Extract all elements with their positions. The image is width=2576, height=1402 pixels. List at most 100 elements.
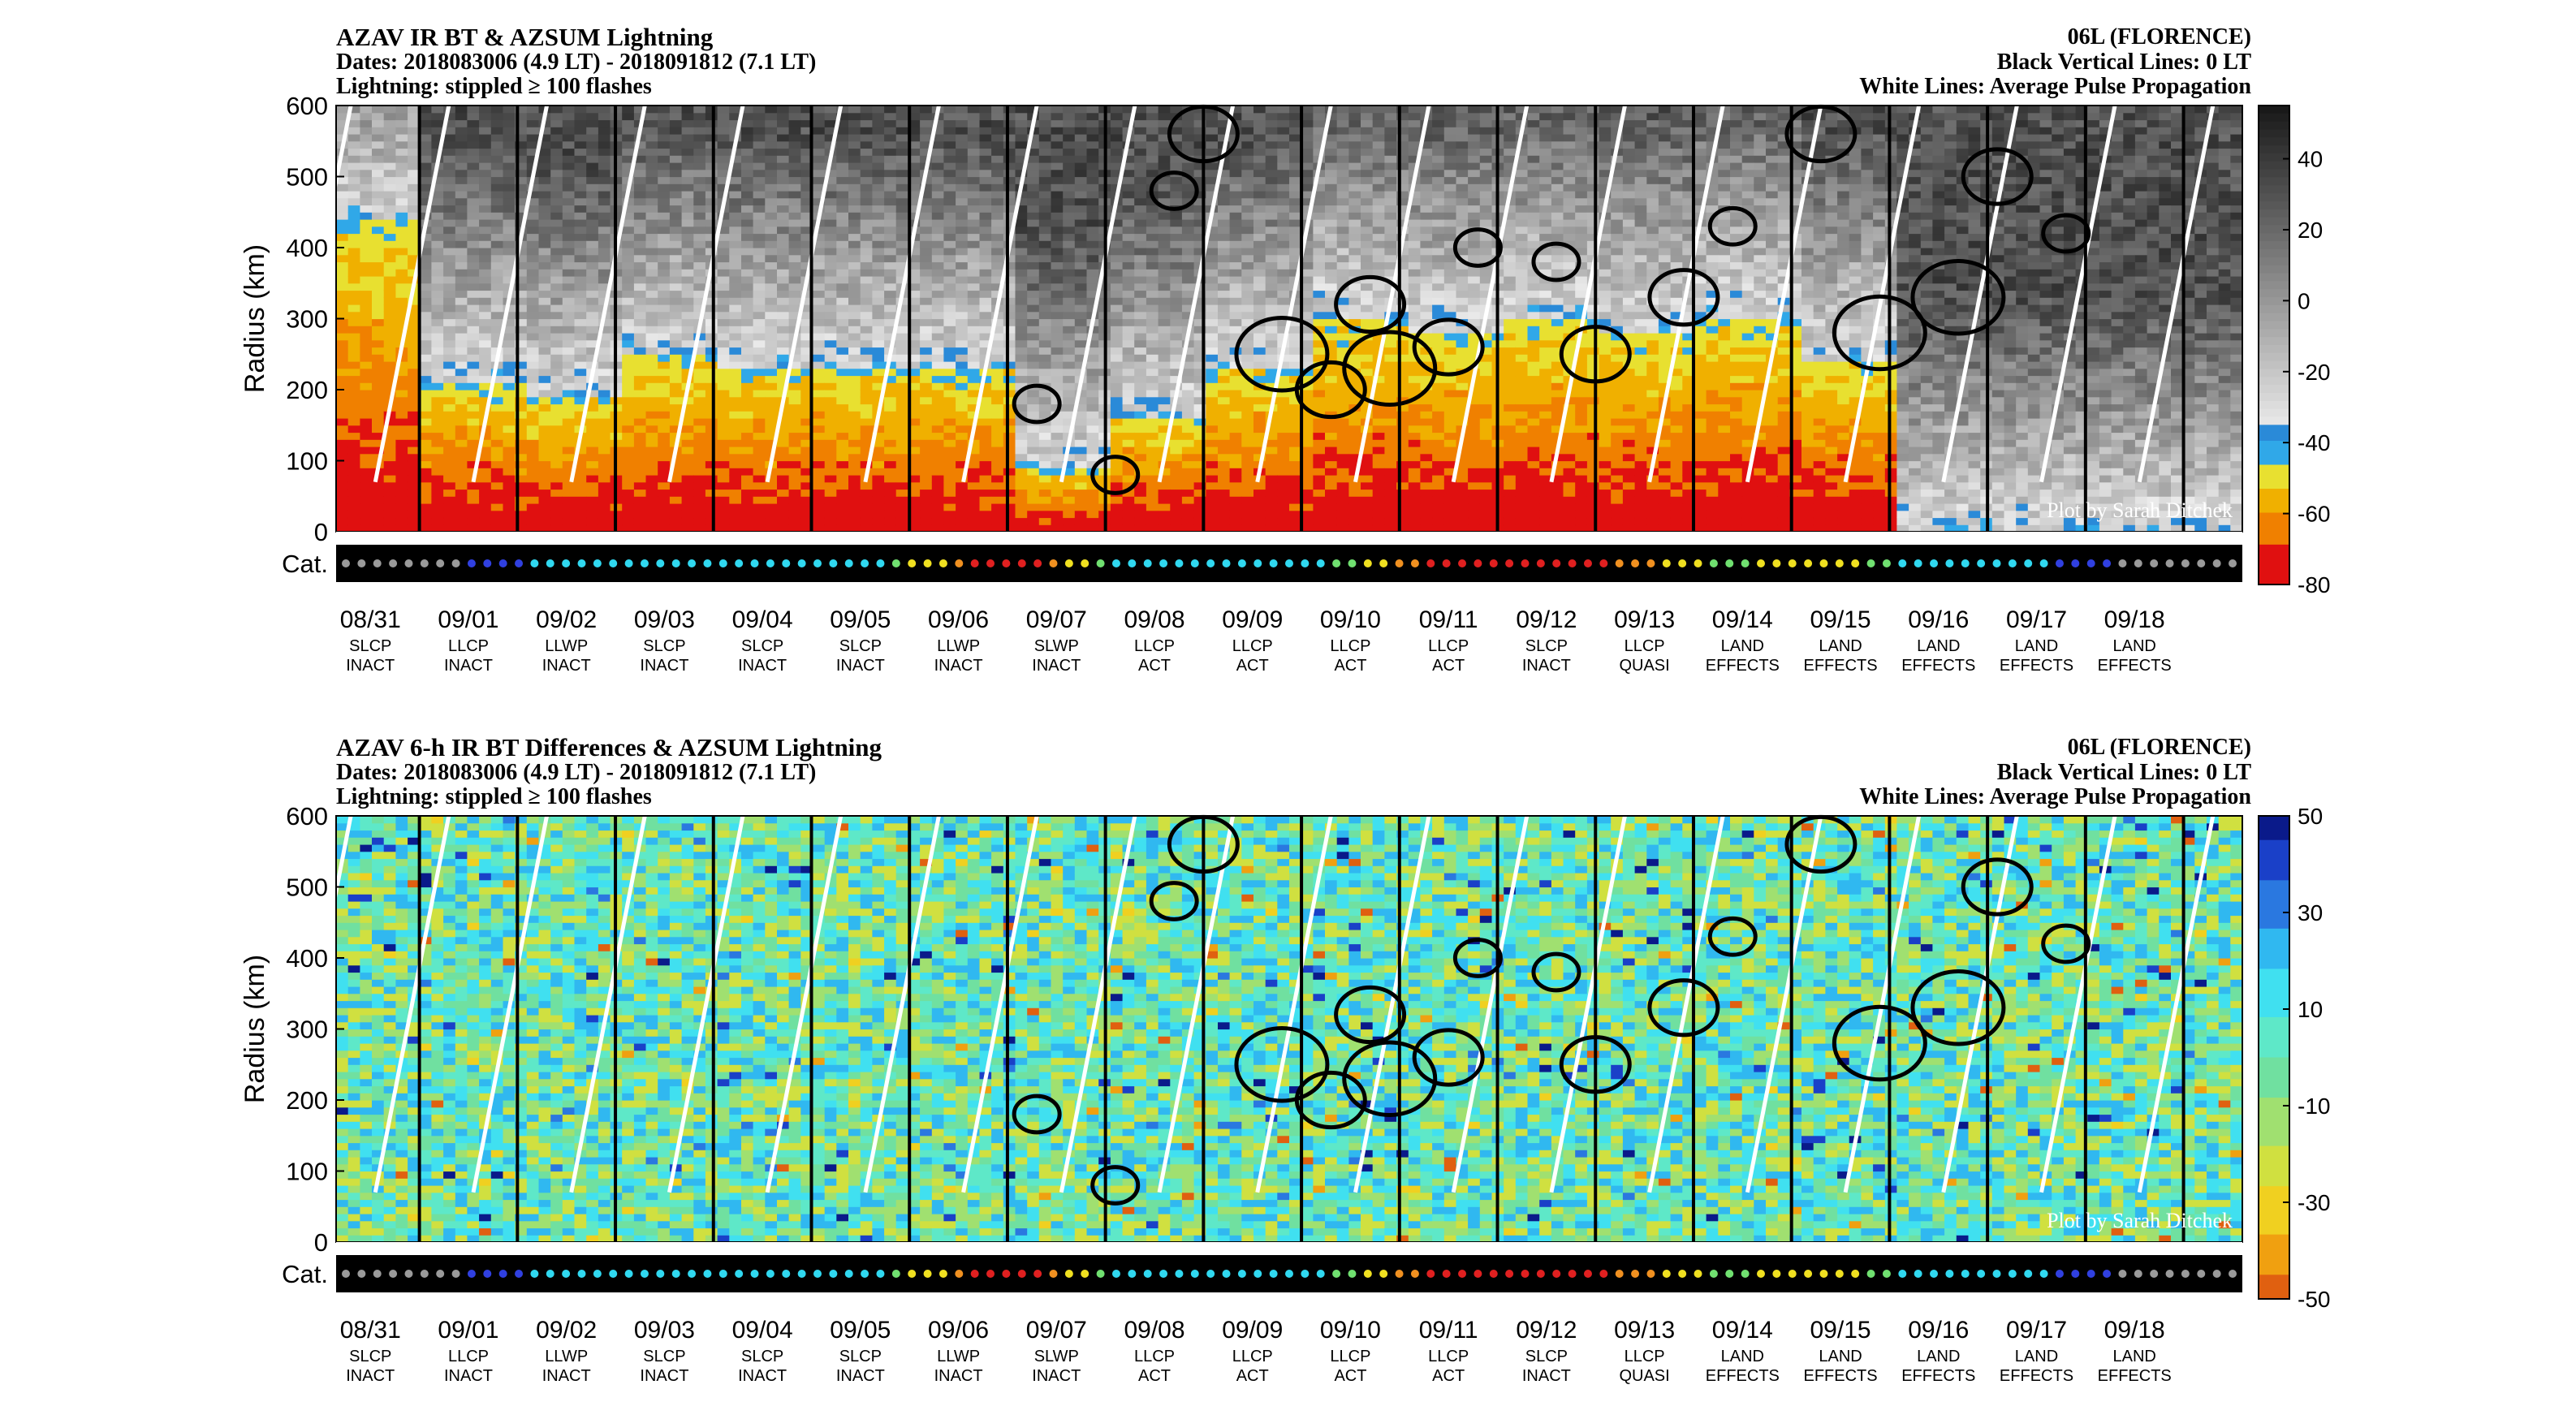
heatmap-cell (920, 134, 933, 142)
heatmap-cell (967, 106, 981, 114)
heatmap-cell (1206, 254, 1219, 263)
heatmap-cell (729, 425, 742, 434)
heatmap-cell (1229, 453, 1242, 462)
heatmap-cell (515, 219, 528, 227)
heatmap-cell (408, 489, 421, 497)
heatmap-cell (1241, 290, 1254, 298)
heatmap-cell (813, 297, 826, 305)
heatmap-cell (1146, 219, 1159, 227)
heatmap-cell (395, 219, 408, 227)
heatmap-cell (1301, 411, 1314, 419)
heatmap-cell (1063, 112, 1076, 121)
heatmap-cell (443, 311, 456, 320)
heatmap-cell (967, 453, 981, 462)
heatmap-cell (872, 425, 885, 434)
heatmap-cell (836, 368, 849, 377)
heatmap-cell (586, 176, 599, 184)
heatmap-cell (408, 311, 421, 320)
heatmap-cell (1229, 254, 1242, 263)
heatmap-cell (467, 446, 480, 455)
heatmap-cell (693, 524, 706, 533)
heatmap-cell (1241, 446, 1254, 455)
heatmap-cell (586, 183, 599, 192)
heatmap-cell (717, 276, 730, 284)
heatmap-cell (431, 496, 444, 504)
heatmap-cell (967, 248, 981, 256)
heatmap-cell (884, 254, 897, 263)
heatmap-cell (956, 375, 969, 383)
heatmap-cell (1015, 396, 1028, 405)
heatmap-cell (443, 453, 456, 462)
heatmap-cell (931, 226, 945, 235)
heatmap-cell (693, 517, 706, 525)
heatmap-cell (479, 176, 492, 184)
heatmap-cell (1253, 503, 1266, 511)
heatmap-cell (717, 411, 730, 419)
heatmap-cell (979, 446, 992, 455)
heatmap-cell (1229, 510, 1242, 519)
heatmap-cell (681, 134, 694, 142)
heatmap-cell (717, 460, 730, 468)
heatmap-cell (1265, 140, 1278, 149)
heatmap-cell (813, 510, 826, 519)
heatmap-cell (1146, 475, 1159, 483)
heatmap-cell (956, 510, 969, 519)
heatmap-cell (788, 212, 801, 220)
heatmap-cell (1193, 382, 1206, 390)
heatmap-cell (753, 432, 766, 440)
heatmap-cell (956, 112, 969, 121)
heatmap-cell (669, 524, 683, 533)
heatmap-cell (1074, 290, 1088, 298)
heatmap-cell (967, 212, 981, 220)
heatmap-cell (1074, 425, 1088, 434)
heatmap-cell (1253, 425, 1266, 434)
heatmap-cell (669, 496, 683, 504)
heatmap-cell (1074, 183, 1088, 192)
heatmap-cell (1253, 524, 1266, 533)
heatmap-cell (693, 460, 706, 468)
heatmap-cell (1241, 333, 1254, 341)
heatmap-cell (1074, 191, 1088, 199)
heatmap-cell (562, 475, 576, 483)
heatmap-cell (383, 318, 396, 326)
heatmap-cell (788, 240, 801, 248)
heatmap-cell (1170, 318, 1183, 326)
heatmap-cell (408, 382, 421, 390)
heatmap-cell (1051, 191, 1064, 199)
heatmap-cell (1027, 375, 1040, 383)
heatmap-cell (622, 446, 635, 455)
heatmap-cell (1063, 304, 1076, 313)
heatmap-cell (658, 333, 671, 341)
heatmap-cell (1063, 468, 1076, 476)
heatmap-cell (1206, 290, 1219, 298)
heatmap-cell (1241, 489, 1254, 497)
heatmap-cell (800, 205, 813, 213)
heatmap-cell (705, 339, 718, 348)
heatmap-cell (729, 375, 742, 383)
heatmap-cell (598, 481, 611, 490)
heatmap-cell (443, 276, 456, 284)
heatmap-cell (645, 368, 658, 377)
heatmap-cell (1110, 390, 1124, 398)
heatmap-cell (479, 140, 492, 149)
heatmap-cell (347, 269, 360, 277)
heatmap-cell (1074, 311, 1088, 320)
heatmap-cell (1265, 425, 1278, 434)
heatmap-cell (538, 240, 551, 248)
heatmap-cell (586, 254, 599, 263)
heatmap-cell (1086, 496, 1099, 504)
heatmap-cell (1074, 411, 1088, 419)
heatmap-cell (824, 205, 837, 213)
heatmap-cell (800, 403, 813, 412)
heatmap-cell (943, 162, 956, 170)
heatmap-cell (813, 261, 826, 270)
heatmap-cell (633, 290, 647, 298)
heatmap-cell (1265, 226, 1278, 235)
heatmap-cell (741, 290, 754, 298)
heatmap-cell (777, 254, 790, 263)
heatmap-cell (1277, 326, 1290, 334)
heatmap-cell (991, 226, 1004, 235)
heatmap-cell (860, 127, 873, 135)
heatmap-cell (1193, 347, 1206, 355)
heatmap-cell (1134, 248, 1147, 256)
